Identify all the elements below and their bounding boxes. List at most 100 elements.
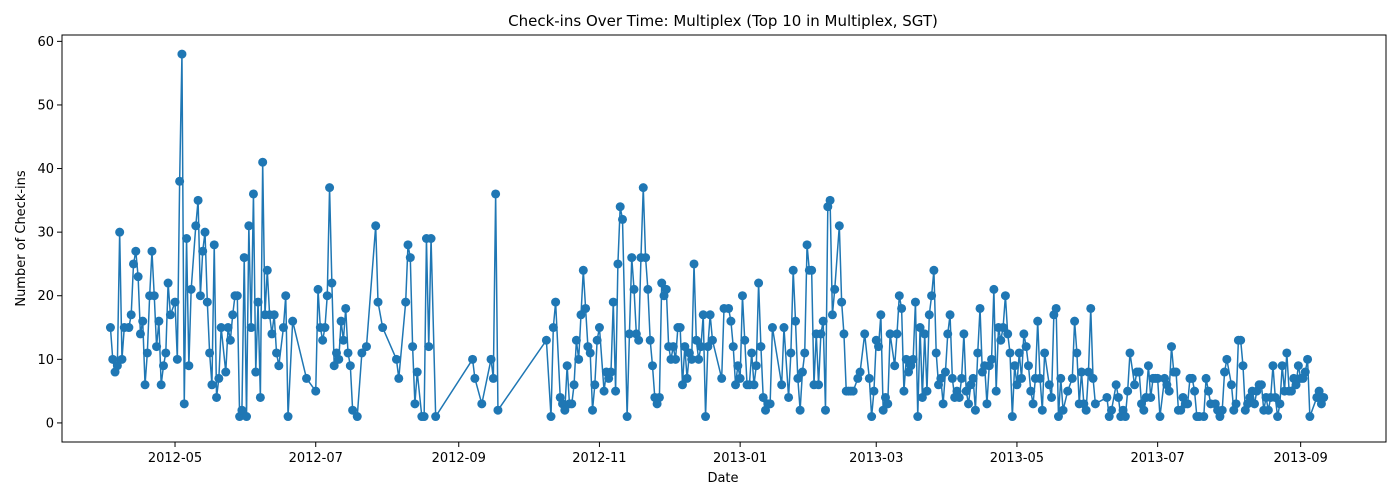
data-point [272, 348, 282, 358]
data-point [936, 373, 946, 383]
data-point [1238, 361, 1248, 371]
data-point [1164, 386, 1174, 396]
data-point [232, 291, 242, 301]
data-point [749, 380, 759, 390]
data-point [793, 373, 803, 383]
data-point [1303, 354, 1313, 364]
y-tick-label: 0 [46, 416, 54, 431]
data-point [108, 354, 118, 364]
data-point [629, 284, 639, 294]
data-point [274, 361, 284, 371]
data-point [184, 361, 194, 371]
data-point [581, 303, 591, 313]
data-point [728, 342, 738, 352]
data-point [569, 380, 579, 390]
data-point [1023, 361, 1033, 371]
data-point [1236, 335, 1246, 345]
data-point [878, 405, 888, 415]
data-point [643, 284, 653, 294]
data-point [1005, 348, 1015, 358]
data-point [1058, 405, 1068, 415]
data-point [860, 329, 870, 339]
data-point [391, 354, 401, 364]
data-point [258, 157, 268, 167]
x-tick-label: 2013-01 [713, 451, 767, 466]
data-point [634, 335, 644, 345]
data-point [112, 361, 122, 371]
data-point [938, 399, 948, 409]
y-tick-label: 50 [37, 98, 54, 113]
data-point [922, 386, 932, 396]
x-axis-label: Date [707, 471, 738, 486]
data-point [352, 412, 362, 422]
data-point [1275, 399, 1285, 409]
data-point [327, 278, 337, 288]
data-point [165, 310, 175, 320]
data-point [606, 367, 616, 377]
data-point [348, 405, 358, 415]
data-point [1033, 316, 1043, 326]
data-point [982, 399, 992, 409]
data-point [726, 316, 736, 326]
data-point [431, 412, 441, 422]
data-point [947, 373, 957, 383]
data-point [1222, 354, 1232, 364]
data-point [115, 227, 125, 237]
data-point [149, 291, 159, 301]
data-point [551, 297, 561, 307]
data-point [622, 412, 632, 422]
data-point [767, 323, 777, 333]
data-point [129, 259, 139, 269]
data-point [1300, 367, 1310, 377]
data-point [698, 310, 708, 320]
data-point [1190, 386, 1200, 396]
data-point [691, 335, 701, 345]
data-point [320, 323, 330, 333]
data-point [724, 303, 734, 313]
data-point [124, 323, 134, 333]
data-point [1125, 348, 1135, 358]
data-point [488, 373, 498, 383]
data-point [677, 380, 687, 390]
data-point [468, 354, 478, 364]
y-tick-label: 40 [37, 162, 54, 177]
data-point [830, 284, 840, 294]
data-point [117, 354, 127, 364]
data-point [426, 234, 436, 243]
data-point [357, 348, 367, 358]
data-point [408, 342, 418, 352]
data-point [585, 348, 595, 358]
data-point [1102, 392, 1112, 402]
x-tick-label: 2013-03 [849, 451, 903, 466]
data-point [894, 291, 904, 301]
x-tick-label: 2013-07 [1130, 451, 1184, 466]
data-point [1201, 373, 1211, 383]
data-point [336, 316, 346, 326]
data-point [897, 303, 907, 313]
data-point [694, 354, 704, 364]
data-point [186, 284, 196, 294]
data-point [657, 278, 667, 288]
data-point [1203, 386, 1213, 396]
data-point [1270, 392, 1280, 402]
data-point [998, 323, 1008, 333]
chart-title: Check-ins Over Time: Multiplex (Top 10 i… [508, 12, 938, 30]
data-point [874, 342, 884, 352]
data-point [908, 354, 918, 364]
data-point [1123, 386, 1133, 396]
data-point [576, 310, 586, 320]
data-point [839, 329, 849, 339]
data-point [707, 335, 717, 345]
data-point [262, 265, 272, 275]
data-point [703, 342, 713, 352]
data-point [371, 221, 381, 231]
data-point [701, 412, 711, 422]
x-tick-label: 2013-09 [1273, 451, 1327, 466]
data-point [680, 342, 690, 352]
data-point [661, 284, 671, 294]
plot-frame [61, 34, 1387, 443]
data-point [1090, 399, 1100, 409]
data-point [158, 361, 168, 371]
data-point [964, 399, 973, 409]
data-point [1134, 367, 1144, 377]
